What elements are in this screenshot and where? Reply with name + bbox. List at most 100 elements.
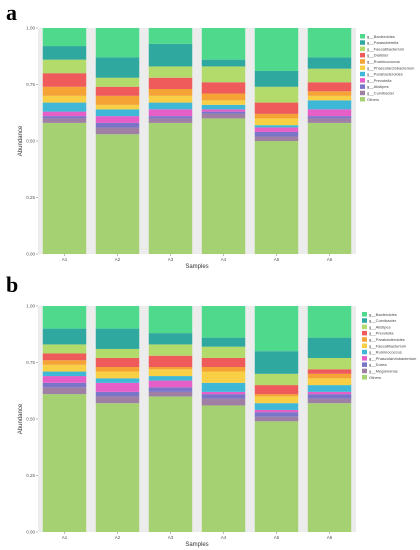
legend-swatch (362, 343, 367, 348)
bar-segment (42, 364, 87, 372)
bar-segment (148, 28, 193, 44)
legend-label: g__Bacteroides (369, 312, 397, 317)
bar-segment (148, 380, 193, 388)
bar-segment (95, 357, 140, 368)
bar-segment (148, 333, 193, 345)
bar-segment (95, 391, 140, 397)
legend-swatch (360, 40, 365, 45)
legend-swatch (360, 84, 365, 89)
bar-segment (95, 104, 140, 110)
bar-segment (42, 28, 87, 47)
bar-segment (148, 367, 193, 370)
bar-segment (201, 118, 246, 255)
legend-swatch (360, 97, 365, 102)
x-tick-label: A1 (62, 257, 68, 262)
x-axis-title: Samples (185, 542, 208, 548)
bar-segment (254, 409, 299, 413)
bar-segment (148, 376, 193, 381)
bar-segment (254, 394, 299, 397)
bar-segment (201, 59, 246, 67)
bar-segment (254, 70, 299, 87)
bar-segment (201, 100, 246, 105)
bar-segment (42, 394, 87, 532)
chart-panel-a: a 0.00 0.25 0.50 0.75 1.00 A1 A2 A3 A4 A5 A6 Sample… (0, 0, 420, 272)
bar-segment (307, 118, 352, 123)
bar-segment (95, 86, 140, 96)
y-tick-label: 1.00 (26, 26, 35, 31)
bar-segment (201, 394, 246, 399)
bar-segment (95, 109, 140, 117)
bar-segment (95, 77, 140, 87)
bar-segment (254, 125, 299, 128)
stacked-bar-chart: 0.00 0.25 0.50 0.75 1.00 A1 A2 A3 A4 A5 A6 Samples A… (18, 26, 415, 271)
x-tick-label: A6 (327, 535, 333, 540)
bar-segment (254, 306, 299, 352)
bar-segment (42, 328, 87, 345)
bar-segment (307, 68, 352, 83)
legend-label: g__Ruminococcus (369, 350, 402, 355)
bar-segment (148, 77, 193, 90)
bar-segment (42, 122, 87, 254)
y-tick-label: 0.25 (26, 473, 35, 478)
stacked-bar-chart: 0.00 0.25 0.50 0.75 1.00 A1 A2 A3 A4 A5 A6 Samples A… (18, 304, 417, 549)
bar-segment (307, 373, 352, 379)
bar-segment (42, 306, 87, 329)
legend-label: g__Parabacteroides (367, 72, 403, 77)
y-tick-label: 0.50 (26, 417, 35, 422)
bar-segment (148, 89, 193, 96)
legend-label: g__Dorea (369, 362, 387, 367)
bar-segment (254, 131, 299, 137)
bar-segment (95, 348, 140, 358)
bar-segment (42, 371, 87, 377)
bar-segment (201, 109, 246, 112)
bar-segment (201, 371, 246, 383)
legend-label: g__Parabacteroides (369, 337, 405, 342)
plot-background (38, 28, 356, 254)
x-tick-label: A3 (168, 535, 174, 540)
bar-segment (307, 116, 352, 119)
bar-segment (42, 95, 87, 103)
legend-label: g__Faecalibacterium (369, 343, 407, 348)
bar-segment (307, 306, 352, 338)
x-tick-label: A6 (327, 257, 333, 262)
bar-segment (95, 134, 140, 254)
bar-segment (254, 127, 299, 132)
bar-segment (254, 421, 299, 532)
legend-swatch (362, 330, 367, 336)
bar-segment (42, 111, 87, 117)
x-tick-label: A1 (62, 535, 68, 540)
bar-segment (42, 86, 87, 96)
bar-segment (95, 127, 140, 135)
panel-letter: b (6, 272, 19, 297)
legend-label: g__Alistipes (367, 84, 389, 89)
x-tick-label: A4 (221, 257, 227, 262)
bar-segment (148, 387, 193, 392)
bar-segment (307, 403, 352, 532)
bar-segment (254, 416, 299, 422)
bar-segment (201, 306, 246, 338)
bar-segment (307, 378, 352, 386)
legend-swatch (362, 337, 367, 342)
x-tick-label: A5 (274, 535, 280, 540)
bar-segment (254, 412, 299, 417)
bar-segment (95, 306, 140, 329)
bar-segment (307, 122, 352, 254)
plot-background (38, 306, 356, 532)
bar-segment (307, 100, 352, 110)
legend-label: g__Parasutterella (367, 40, 399, 45)
bar-segment (307, 394, 352, 399)
bar-segment (201, 391, 246, 395)
bar-segment (95, 57, 140, 78)
legend-label: g__Megamonas (369, 369, 398, 374)
chart-panel-b: b 0.00 0.25 0.50 0.75 1.00 A1 A2 A3 A4 A5 A6 Sample… (0, 272, 420, 550)
legend-swatch (362, 349, 367, 355)
legend: g__Bacteroidesg__Curvibacterg__Alistipes… (362, 312, 417, 380)
bar-segment (201, 66, 246, 83)
legend-label: g__Phascolarctobacterium (369, 356, 417, 361)
bar-segment (201, 346, 246, 358)
y-tick-label: 1.00 (26, 304, 35, 309)
bar-segment (201, 405, 246, 532)
legend-swatch (360, 90, 365, 96)
bar-segment (42, 382, 87, 388)
bar-segment (42, 59, 87, 74)
